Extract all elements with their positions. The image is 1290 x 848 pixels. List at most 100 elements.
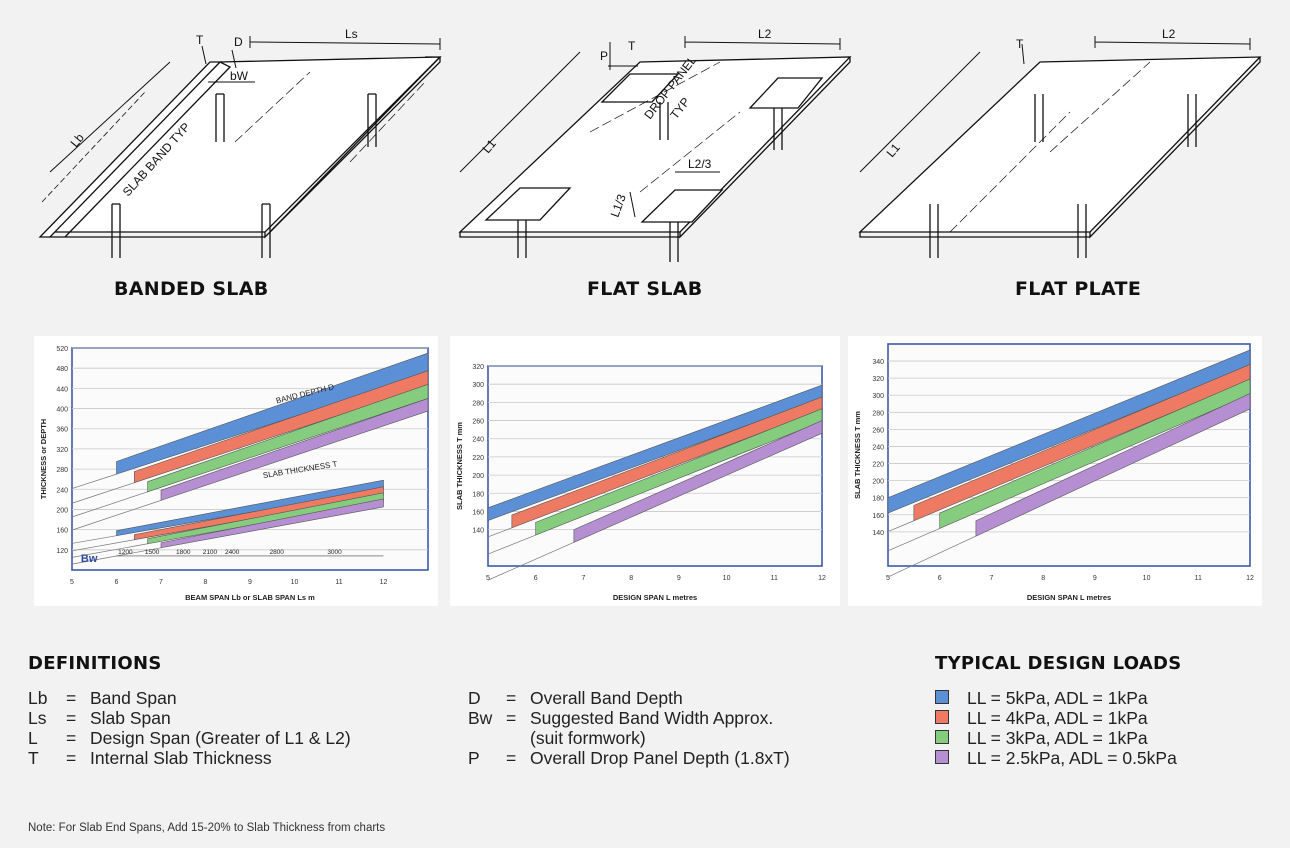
- bw-value: 2800: [269, 549, 284, 556]
- bw-value: 2100: [203, 549, 218, 556]
- label-l2-3: L2/3: [688, 157, 712, 171]
- definition-key: L: [28, 728, 38, 748]
- definition-equals: =: [506, 748, 517, 768]
- y-tick-label: 160: [872, 513, 884, 520]
- x-tick-label: 12: [380, 579, 388, 586]
- x-tick-label: 7: [159, 579, 163, 586]
- flat-slab-diagram: P T L2 L1 DROP PANEL TYP L2/3 L1/3: [458, 27, 852, 262]
- x-tick-label: 12: [818, 575, 826, 582]
- definition-equals: =: [66, 688, 77, 708]
- x-tick-label: 7: [989, 575, 993, 582]
- x-tick-label: 8: [629, 575, 633, 582]
- definition-text: Suggested Band Width Approx.: [530, 708, 774, 728]
- definition-key: P: [468, 748, 480, 768]
- bw-value: 3000: [327, 549, 342, 556]
- x-tick-label: 11: [1195, 575, 1202, 582]
- bw-value: 1500: [145, 549, 160, 556]
- guide-line: [71, 535, 117, 544]
- definition-row: Bw = Suggested Band Width Approx.: [468, 708, 773, 728]
- y-tick-label: 180: [872, 496, 884, 503]
- x-tick-label: 8: [204, 579, 208, 586]
- x-tick-label: 10: [1143, 575, 1151, 582]
- guide-line: [71, 539, 135, 552]
- definition-equals: =: [66, 708, 77, 728]
- definition-row: D = Overall Band Depth: [468, 688, 683, 708]
- load-label: LL = 4kPa, ADL = 1kPa: [967, 708, 1148, 728]
- label-t: T: [628, 39, 636, 53]
- definition-key: Lb: [28, 688, 48, 708]
- y-tick-label: 260: [872, 427, 884, 434]
- y-tick-label: 400: [56, 407, 68, 414]
- guide-line: [887, 520, 914, 532]
- x-tick-label: 6: [938, 575, 942, 582]
- load-band: [160, 498, 384, 549]
- definition-row: Ls = Slab Span: [28, 708, 171, 728]
- definition-text: Band Span: [90, 688, 177, 708]
- load-label: LL = 5kPa, ADL = 1kPa: [967, 688, 1148, 708]
- y-tick-label: 440: [56, 386, 68, 393]
- load-band: [160, 398, 429, 501]
- load-band: [573, 420, 823, 543]
- definition-key: Bw: [468, 708, 493, 728]
- label-t: T: [196, 33, 204, 47]
- y-tick-label: 240: [872, 444, 884, 451]
- x-tick-label: 6: [115, 579, 119, 586]
- caption-flat-slab: FLAT SLAB: [587, 278, 703, 300]
- y-tick-label: 320: [56, 447, 68, 454]
- y-tick-label: 220: [872, 462, 884, 469]
- y-axis-label: SLAB THICKNESS T mm: [853, 411, 862, 499]
- x-tick-label: 9: [677, 575, 681, 582]
- label-l1: L1: [884, 140, 904, 159]
- load-swatch: [935, 710, 949, 724]
- x-tick-label: 11: [335, 579, 342, 586]
- guide-line: [71, 482, 135, 504]
- y-tick-label: 480: [56, 366, 68, 373]
- guide-line: [71, 491, 148, 518]
- guide-line: [71, 543, 148, 558]
- definition-text: (suit formwork): [530, 728, 646, 748]
- y-tick-label: 280: [872, 410, 884, 417]
- definition-row: L = Design Span (Greater of L1 & L2): [28, 728, 351, 748]
- x-tick-label: 9: [248, 579, 252, 586]
- label-d: D: [234, 35, 243, 49]
- guide-line: [887, 528, 940, 552]
- y-tick-label: 280: [472, 400, 484, 407]
- y-axis-label: SLAB THICKNESS T mm: [455, 422, 464, 510]
- y-tick-label: 160: [472, 509, 484, 516]
- definition-row: Lb = Band Span: [28, 688, 177, 708]
- label-bw: bW: [230, 69, 249, 83]
- x-tick-label: 12: [1246, 575, 1254, 582]
- definition-key: Ls: [28, 708, 47, 728]
- definitions-heading: DEFINITIONS: [28, 653, 162, 674]
- y-tick-label: 200: [872, 479, 884, 486]
- y-axis-label: THICKNESS or DEPTH: [39, 419, 48, 499]
- y-tick-label: 200: [56, 507, 68, 514]
- guide-line: [71, 473, 117, 489]
- bw-label: Bw: [81, 553, 98, 565]
- load-label: LL = 2.5kPa, ADL = 0.5kPa: [967, 748, 1177, 768]
- label-l1: L1: [480, 136, 500, 155]
- flat-plate-diagram: T L2 L1: [858, 27, 1262, 258]
- label-l2: L2: [1162, 27, 1176, 41]
- y-tick-label: 340: [872, 359, 884, 366]
- y-tick-label: 320: [472, 364, 484, 371]
- y-tick-label: 140: [472, 528, 484, 535]
- footnote: Note: For Slab End Spans, Add 15-20% to …: [28, 822, 386, 834]
- x-tick-label: 8: [1041, 575, 1045, 582]
- x-axis-label: DESIGN SPAN L metres: [613, 593, 697, 602]
- bw-value: 1800: [176, 549, 191, 556]
- definition-row: (suit formwork): [468, 728, 646, 748]
- guide-line: [487, 534, 536, 555]
- x-axis-label: BEAM SPAN Lb or SLAB SPAN Ls m: [185, 593, 315, 602]
- caption-banded-slab: BANDED SLAB: [114, 278, 269, 300]
- banded-slab-chart: 120 160 200 240 280 320 360 400 440 480 520 5 6 7 8 9 10…: [34, 336, 438, 606]
- x-tick-label: 10: [723, 575, 731, 582]
- bw-value: 2400: [225, 549, 240, 556]
- label-l2: L2: [758, 27, 772, 41]
- y-tick-label: 240: [56, 487, 68, 494]
- x-tick-label: 11: [771, 575, 778, 582]
- y-tick-label: 240: [472, 437, 484, 444]
- flat-slab-chart: 140 160 180 200 220 240 260 280 300 320 5 6 7 8 9 10 11 1…: [450, 336, 840, 606]
- x-tick-label: 10: [291, 579, 299, 586]
- load-swatch: [935, 730, 949, 744]
